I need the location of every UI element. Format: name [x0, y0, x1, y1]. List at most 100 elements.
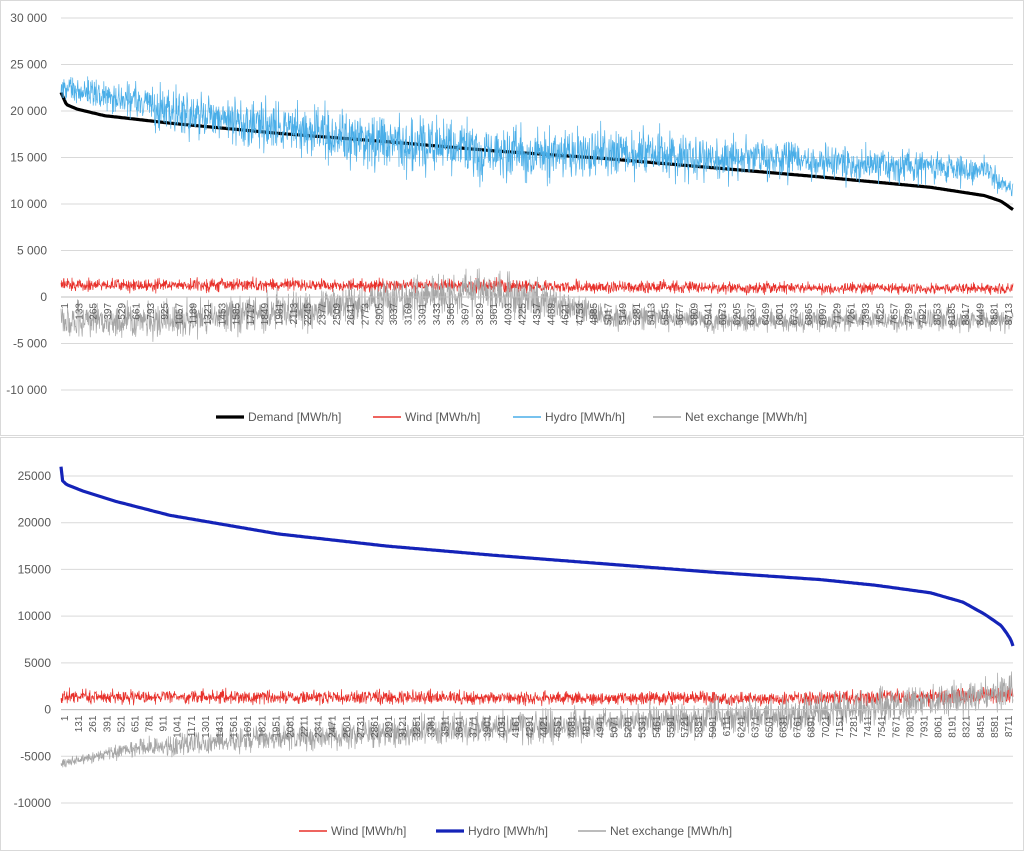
- legend-label: Demand [MWh/h]: [248, 410, 341, 424]
- x-tick-label: 5281: [632, 303, 643, 326]
- x-tick-label: 5809: [689, 303, 700, 326]
- x-tick-label: 7021: [821, 715, 832, 738]
- x-tick-label: 4551: [553, 715, 564, 738]
- x-tick-label: 2377: [318, 303, 329, 326]
- x-tick-label: 6111: [722, 715, 733, 736]
- x-tick-label: 793: [146, 303, 157, 320]
- legend-label: Net exchange [MWh/h]: [685, 410, 807, 424]
- x-tick-label: 2245: [303, 303, 314, 326]
- x-tick-label: 7393: [861, 303, 872, 326]
- x-tick-label: 6469: [761, 303, 772, 326]
- x-tick-label: 1057: [174, 303, 185, 326]
- legend-item: Demand [MWh/h]: [216, 410, 341, 424]
- x-tick-label: 3771: [469, 715, 480, 738]
- x-tick-label: 8321: [962, 715, 973, 738]
- x-tick-label: 8317: [961, 303, 972, 326]
- x-tick-label: 4161: [511, 715, 522, 738]
- x-tick-label: 1561: [229, 715, 240, 738]
- x-tick-label: 5851: [694, 715, 705, 738]
- x-tick-label: 5149: [618, 303, 629, 326]
- x-tick-label: 6205: [732, 303, 743, 326]
- x-tick-label: 6733: [790, 303, 801, 326]
- x-tick-label: 1585: [232, 303, 243, 326]
- y-tick-label: 0: [40, 290, 47, 304]
- x-tick-label: 6891: [807, 715, 818, 738]
- x-tick-label: 6997: [818, 303, 829, 326]
- y-tick-label: 30 000: [10, 11, 47, 25]
- x-tick-label: 3381: [426, 715, 437, 738]
- x-tick-label: 6601: [775, 303, 786, 326]
- x-tick-label: 8711: [1004, 715, 1015, 737]
- x-tick-label: 4093: [503, 303, 514, 326]
- x-tick-label: 265: [89, 303, 100, 320]
- series-hydro-mwh-h: [60, 76, 1014, 197]
- series-net-exchange-mwh-h: [60, 268, 1014, 342]
- x-tick-label: 3169: [403, 303, 414, 326]
- x-tick-label: 261: [88, 715, 99, 732]
- x-tick-label: 1431: [215, 715, 226, 738]
- x-tick-label: 5413: [646, 303, 657, 326]
- x-tick-label: 6241: [736, 715, 747, 738]
- x-tick-label: 4811: [581, 715, 592, 737]
- legend-label: Wind [MWh/h]: [405, 410, 480, 424]
- x-tick-label: 7411: [863, 715, 874, 737]
- wind-hydro-exchange-duration-chart: -10000 -5000 0 5000 10000 15000 20000 25000 1 131…: [14, 466, 1015, 838]
- y-tick-label: 0: [44, 703, 51, 717]
- x-tick-label: 397: [103, 303, 114, 320]
- x-tick-label: 8581: [990, 715, 1001, 738]
- x-tick-label: 4753: [575, 303, 586, 326]
- x-tick-label: 2861: [370, 715, 381, 738]
- x-tick-label: 133: [74, 303, 85, 320]
- x-tick-label: 7921: [918, 303, 929, 326]
- x-tick-label: 7281: [849, 715, 860, 738]
- x-tick-label: 1453: [217, 303, 228, 326]
- x-tick-label: 4621: [561, 303, 572, 326]
- series-wind-mwh-h: [60, 686, 1014, 708]
- x-tick-label: 925: [160, 303, 171, 320]
- legend-item: Net exchange [MWh/h]: [653, 410, 807, 424]
- y-tick-label: -10 000: [6, 383, 47, 397]
- y-tick-label: -5 000: [13, 337, 47, 351]
- x-tick-label: 1981: [275, 303, 286, 326]
- x-tick-label: 3037: [389, 303, 400, 326]
- x-tick-label: 6631: [779, 715, 790, 738]
- x-tick-label: 2471: [328, 715, 339, 738]
- x-tick-label: 8061: [934, 715, 945, 738]
- x-tick-label: 3961: [489, 303, 500, 326]
- x-tick-label: 8451: [976, 715, 987, 738]
- chart-panel-top: -10 000 -5 000 0 5 000 10 000 15 000 20 000 25 …: [0, 0, 1024, 436]
- x-tick-label: 2731: [356, 715, 367, 738]
- x-tick-label: 7789: [904, 303, 915, 326]
- chart-panel-bottom: -10000 -5000 0 5000 10000 15000 20000 25000 1 131…: [0, 437, 1024, 851]
- gridlines: [61, 17, 1013, 391]
- x-tick-label: 5941: [704, 303, 715, 326]
- y-tick-label: 5 000: [17, 244, 47, 258]
- x-tick-label: 3121: [398, 715, 409, 738]
- y-tick-label: 15000: [18, 562, 52, 576]
- x-tick-label: 3901: [483, 715, 494, 738]
- x-tick-label: 7525: [875, 303, 886, 326]
- y-tick-label: 15 000: [10, 151, 47, 165]
- x-tick-label: 4225: [518, 303, 529, 326]
- x-tick-label: 7671: [891, 715, 902, 738]
- series-line: [60, 686, 1014, 708]
- legend-item: Wind [MWh/h]: [373, 410, 480, 424]
- x-tick-label: 1301: [201, 715, 212, 738]
- x-tick-label: 8191: [948, 715, 959, 738]
- x-tick-label: 7151: [835, 715, 846, 738]
- x-tick-label: 521: [116, 715, 127, 732]
- x-tick-label: 1849: [260, 303, 271, 326]
- x-tick-label: 529: [117, 303, 128, 320]
- x-tick-label: 4489: [546, 303, 557, 326]
- x-tick-label: 3433: [432, 303, 443, 326]
- series-line: [60, 268, 1014, 342]
- x-tick-label: 1189: [189, 303, 200, 325]
- x-tick-label: 2113: [289, 303, 300, 325]
- legend: Demand [MWh/h] Wind [MWh/h] Hydro [MWh/h] N…: [216, 410, 807, 424]
- x-tick-label: 1821: [257, 715, 268, 738]
- series-line: [59, 466, 1015, 647]
- y-tick-label: 25000: [18, 469, 52, 483]
- x-tick-label: 8185: [947, 303, 958, 326]
- x-tick-label: 7541: [877, 715, 888, 738]
- x-tick-label: 3697: [461, 303, 472, 326]
